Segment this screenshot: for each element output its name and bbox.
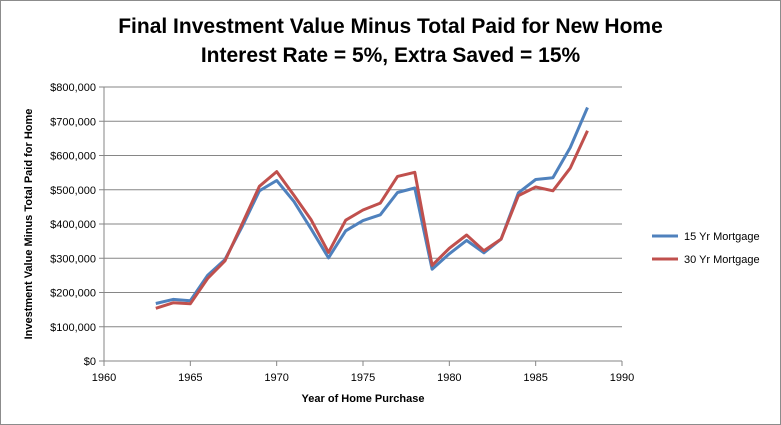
y-tick-label: $100,000: [50, 322, 96, 334]
x-tick-label: 1960: [92, 372, 116, 384]
y-tick-label: $300,000: [50, 253, 96, 265]
legend-label-1: 30 Yr Mortgage: [684, 254, 760, 266]
legend-label-0: 15 Yr Mortgage: [684, 231, 760, 243]
chart-title-line2: Interest Rate = 5%, Extra Saved = 15%: [200, 44, 581, 67]
y-tick-label: $200,000: [50, 288, 96, 300]
x-tick-label: 1985: [523, 372, 547, 384]
x-tick-label: 1970: [264, 372, 288, 384]
x-tick-label: 1965: [178, 372, 202, 384]
y-tick-label: $800,000: [50, 82, 96, 94]
x-tick-label: 1980: [437, 372, 461, 384]
chart-title-line1: Final Investment Value Minus Total Paid …: [118, 15, 663, 38]
y-tick-label: $500,000: [50, 185, 96, 197]
y-tick-label: $700,000: [50, 116, 96, 128]
y-tick-label: $0: [84, 356, 96, 368]
y-tick-label: $600,000: [50, 151, 96, 163]
series-line-30-yr-mortgage: [155, 130, 589, 310]
x-axis-label: Year of Home Purchase: [302, 393, 425, 405]
x-tick-label: 1990: [610, 372, 634, 384]
y-tick-label: $400,000: [50, 219, 96, 231]
chart-title: Final Investment Value Minus Total Paid …: [0, 12, 781, 70]
y-axis-label: Investment Value Minus Total Paid for Ho…: [23, 109, 35, 340]
x-tick-label: 1975: [351, 372, 375, 384]
